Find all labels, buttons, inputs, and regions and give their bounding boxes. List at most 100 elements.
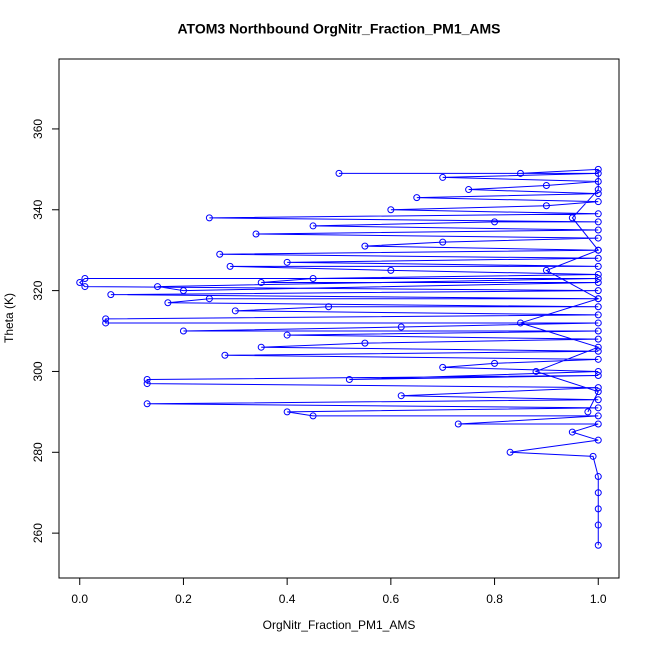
data-point [309,222,317,230]
data-point [594,436,602,444]
data-point [568,214,576,222]
data-point [335,169,343,177]
data-point [594,521,602,529]
data-point [589,452,597,460]
data-point [594,420,602,428]
data-point [594,473,602,481]
data-point [164,299,172,307]
data-point [216,250,224,258]
data-point [594,169,602,177]
data-point [143,376,151,384]
data-point [257,279,265,287]
y-tick-label: 340 [31,199,45,219]
data-point [594,335,602,343]
data-point [594,295,602,303]
data-point [594,319,602,327]
y-tick-label: 300 [31,361,45,381]
data-point [107,291,115,299]
data-point [594,311,602,319]
data-point [283,408,291,416]
data-point [102,319,110,327]
data-point [252,230,260,238]
x-tick-label: 1.0 [590,592,607,606]
data-point [361,339,369,347]
data-point [309,274,317,282]
data-point [594,262,602,270]
data-point [594,404,602,412]
data-point [594,489,602,497]
data-point [283,258,291,266]
x-tick-label: 0.8 [486,592,503,606]
data-point [594,177,602,185]
data-point [205,295,213,303]
y-axis-label: Theta (K) [2,293,16,343]
data-point [594,226,602,234]
data-point [594,303,602,311]
data-point [361,242,369,250]
data-point [594,396,602,404]
data-point [76,279,84,287]
data-point [439,238,447,246]
data-point [594,327,602,335]
data-point [325,303,333,311]
data-point [179,327,187,335]
data-point [594,234,602,242]
data-point [231,307,239,315]
data-point [143,400,151,408]
y-tick-label: 280 [31,442,45,462]
data-point [387,206,395,214]
data-point [226,262,234,270]
data-point [516,169,524,177]
data-point [309,412,317,420]
data-point [532,367,540,375]
data-point [594,165,602,173]
data-point [594,412,602,420]
data-point [81,283,89,291]
data-point [594,274,602,282]
data-point [594,541,602,549]
data-point [594,367,602,375]
data-point [491,359,499,367]
data-point [397,392,405,400]
data-point [179,287,187,295]
data-point [454,420,462,428]
data-point [594,505,602,513]
data-line [78,168,600,546]
data-point [594,371,602,379]
data-point [594,246,602,254]
data-point [594,355,602,363]
data-point [594,388,602,396]
data-point [154,283,162,291]
data-point [584,408,592,416]
y-tick-label: 320 [31,280,45,300]
x-tick-label: 0.0 [71,592,88,606]
data-point [594,190,602,198]
chart-title: ATOM3 Northbound OrgNitr_Fraction_PM1_AM… [177,21,500,37]
data-point [594,384,602,392]
data-point [283,331,291,339]
data-point [413,194,421,202]
data-point [439,173,447,181]
data-point [491,218,499,226]
data-point [102,315,110,323]
data-point [542,202,550,210]
data-point [387,266,395,274]
data-point [221,351,229,359]
data-point [594,279,602,287]
data-point [205,214,213,222]
data-point [257,343,265,351]
data-point [397,323,405,331]
data-point [594,210,602,218]
x-tick-label: 0.6 [383,592,400,606]
data-point [439,363,447,371]
data-point [594,347,602,355]
y-tick-label: 360 [31,119,45,139]
data-point [542,182,550,190]
data-point [516,319,524,327]
y-tick-label: 260 [31,523,45,543]
x-axis-label: OrgNitr_Fraction_PM1_AMS [263,618,416,632]
x-tick-label: 0.2 [175,592,192,606]
data-point [594,270,602,278]
data-point [594,198,602,206]
